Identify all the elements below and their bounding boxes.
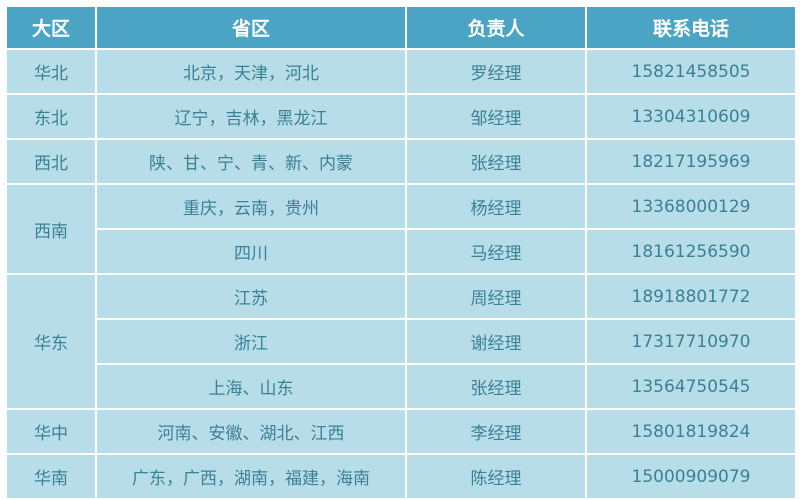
phone-cell: 13304310609 — [585, 93, 797, 140]
table-row: 浙江 谢经理 17317710970 — [6, 318, 797, 365]
header-manager: 负责人 — [405, 5, 587, 50]
table-row: 西北 陕、甘、宁、青、新、内蒙 张经理 18217195969 — [5, 138, 797, 185]
table-row: 华北 北京，天津，河北 罗经理 15821458505 — [5, 48, 797, 95]
province-cell: 江苏 — [95, 273, 407, 320]
region-cell: 华中 — [5, 408, 97, 455]
region-cell: 西北 — [5, 138, 97, 185]
header-province: 省区 — [95, 5, 407, 50]
region-cell: 华东 — [5, 273, 97, 410]
manager-cell: 邹经理 — [405, 93, 587, 140]
province-cell: 辽宁，吉林，黑龙江 — [95, 93, 407, 140]
table-row: 四川 马经理 18161256590 — [6, 228, 797, 275]
table-row: 西南 重庆，云南，贵州 杨经理 13368000129 — [5, 183, 797, 275]
province-cell: 广东，广西，湖南，福建，海南 — [95, 453, 407, 500]
contact-table: 大区 省区 负责人 联系电话 华北 北京，天津，河北 罗经理 158214585… — [5, 5, 797, 500]
phone-cell: 15000909079 — [585, 453, 797, 500]
table-row: 上海、山东 张经理 13564750545 — [6, 363, 797, 410]
phone-cell: 13564750545 — [585, 363, 797, 410]
province-cell: 北京，天津，河北 — [95, 48, 407, 95]
manager-cell: 周经理 — [405, 273, 587, 320]
header-phone: 联系电话 — [585, 5, 797, 50]
header-row: 大区 省区 负责人 联系电话 — [5, 5, 797, 50]
phone-cell: 18918801772 — [585, 273, 797, 320]
manager-cell: 罗经理 — [405, 48, 587, 95]
manager-cell: 张经理 — [405, 138, 587, 185]
province-cell: 重庆，云南，贵州 — [95, 183, 407, 230]
phone-cell: 15801819824 — [585, 408, 797, 455]
table-row: 华中 河南、安徽、湖北、江西 李经理 15801819824 — [5, 408, 797, 455]
province-cell: 浙江 — [95, 318, 407, 365]
phone-cell: 17317710970 — [585, 318, 797, 365]
table-row: 华东 江苏 周经理 18918801772 — [5, 273, 797, 410]
phone-cell: 15821458505 — [585, 48, 797, 95]
region-cell: 东北 — [5, 93, 97, 140]
table-row: 东北 辽宁，吉林，黑龙江 邹经理 13304310609 — [5, 93, 797, 140]
province-cell: 陕、甘、宁、青、新、内蒙 — [95, 138, 407, 185]
manager-cell: 陈经理 — [405, 453, 587, 500]
phone-cell: 18161256590 — [585, 228, 797, 275]
header-region: 大区 — [5, 5, 97, 50]
province-cell: 河南、安徽、湖北、江西 — [95, 408, 407, 455]
phone-cell: 13368000129 — [585, 183, 797, 230]
table-row: 华南 广东，广西，湖南，福建，海南 陈经理 15000909079 — [5, 453, 797, 500]
manager-cell: 李经理 — [405, 408, 587, 455]
manager-cell: 马经理 — [405, 228, 587, 275]
phone-cell: 18217195969 — [585, 138, 797, 185]
province-cell: 上海、山东 — [95, 363, 407, 410]
manager-cell: 张经理 — [405, 363, 587, 410]
region-cell: 华北 — [5, 48, 97, 95]
region-cell: 华南 — [5, 453, 97, 500]
province-cell: 四川 — [95, 228, 407, 275]
region-cell: 西南 — [5, 183, 97, 275]
manager-cell: 谢经理 — [405, 318, 587, 365]
manager-cell: 杨经理 — [405, 183, 587, 230]
